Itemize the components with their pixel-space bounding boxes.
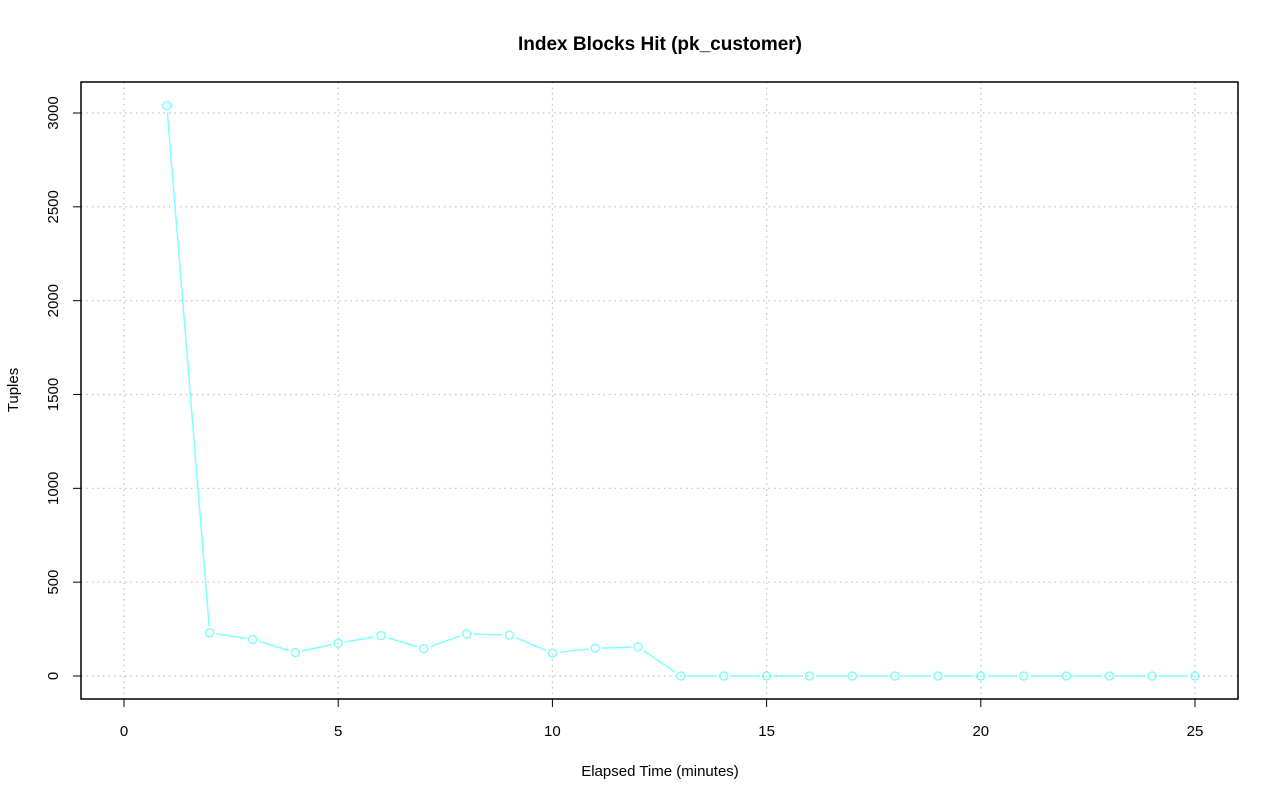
data-point: [676, 671, 686, 681]
data-point: [590, 643, 600, 653]
y-axis-label: Tuples: [5, 368, 22, 412]
series-line-segment: [387, 636, 418, 648]
data-point: [719, 671, 729, 681]
series-line-segment: [515, 637, 547, 652]
series-line-segment: [602, 646, 632, 649]
y-tick-label: 3000: [45, 96, 62, 129]
data-point: [761, 671, 772, 681]
data-point: [1061, 671, 1072, 681]
data-point: [504, 630, 515, 640]
data-point: [1018, 671, 1029, 681]
data-point: [976, 671, 986, 681]
x-tick-label: 10: [544, 723, 561, 740]
series-line-segment: [216, 633, 246, 640]
y-tick-label: 2000: [45, 284, 62, 317]
series-line-segment: [344, 636, 375, 643]
data-point: [847, 671, 858, 681]
data-point: [204, 628, 215, 638]
y-tick-label: 1000: [45, 472, 62, 505]
data-point: [1147, 671, 1157, 681]
series-line-segment: [430, 635, 461, 648]
x-tick-label: 5: [334, 723, 342, 740]
data-point: [247, 634, 258, 645]
y-axis: 0 500 1000 1500 2000 2500 3000: [45, 96, 82, 680]
data-point: [162, 100, 172, 111]
x-tick-label: 15: [758, 723, 775, 740]
x-tick-label: 25: [1187, 723, 1204, 740]
series-line-segment: [302, 643, 332, 652]
data-point: [1190, 671, 1200, 681]
series-line-segment: [559, 648, 589, 654]
data-point: [933, 671, 943, 681]
x-tick-label: 0: [120, 723, 128, 740]
data-point: [419, 644, 429, 654]
data-point: [290, 647, 301, 658]
data-point: [376, 630, 386, 641]
series-line-segment: [166, 112, 210, 626]
data-point: [1104, 671, 1115, 681]
x-axis: 0 5 10 15 20 25: [120, 698, 1204, 740]
series-line-segment: [643, 650, 676, 673]
data-point: [333, 638, 343, 648]
data-point: [890, 671, 900, 681]
series-layer: [162, 100, 1200, 681]
x-axis-label: Elapsed Time (minutes): [581, 763, 739, 780]
data-point: [461, 629, 472, 639]
y-tick-label: 0: [45, 672, 62, 680]
data-point: [804, 671, 815, 681]
x-tick-label: 20: [972, 723, 989, 740]
y-tick-label: 1500: [45, 378, 62, 411]
data-point: [547, 648, 558, 658]
data-point: [633, 642, 643, 652]
plot-frame: [80, 81, 1239, 700]
y-tick-label: 2500: [45, 190, 62, 223]
y-tick-label: 500: [45, 570, 62, 595]
chart-title: Index Blocks Hit (pk_customer): [518, 34, 802, 55]
series-line-segment: [258, 640, 289, 652]
series-line-segment: [473, 633, 503, 636]
grid-lines: [81, 82, 1238, 699]
